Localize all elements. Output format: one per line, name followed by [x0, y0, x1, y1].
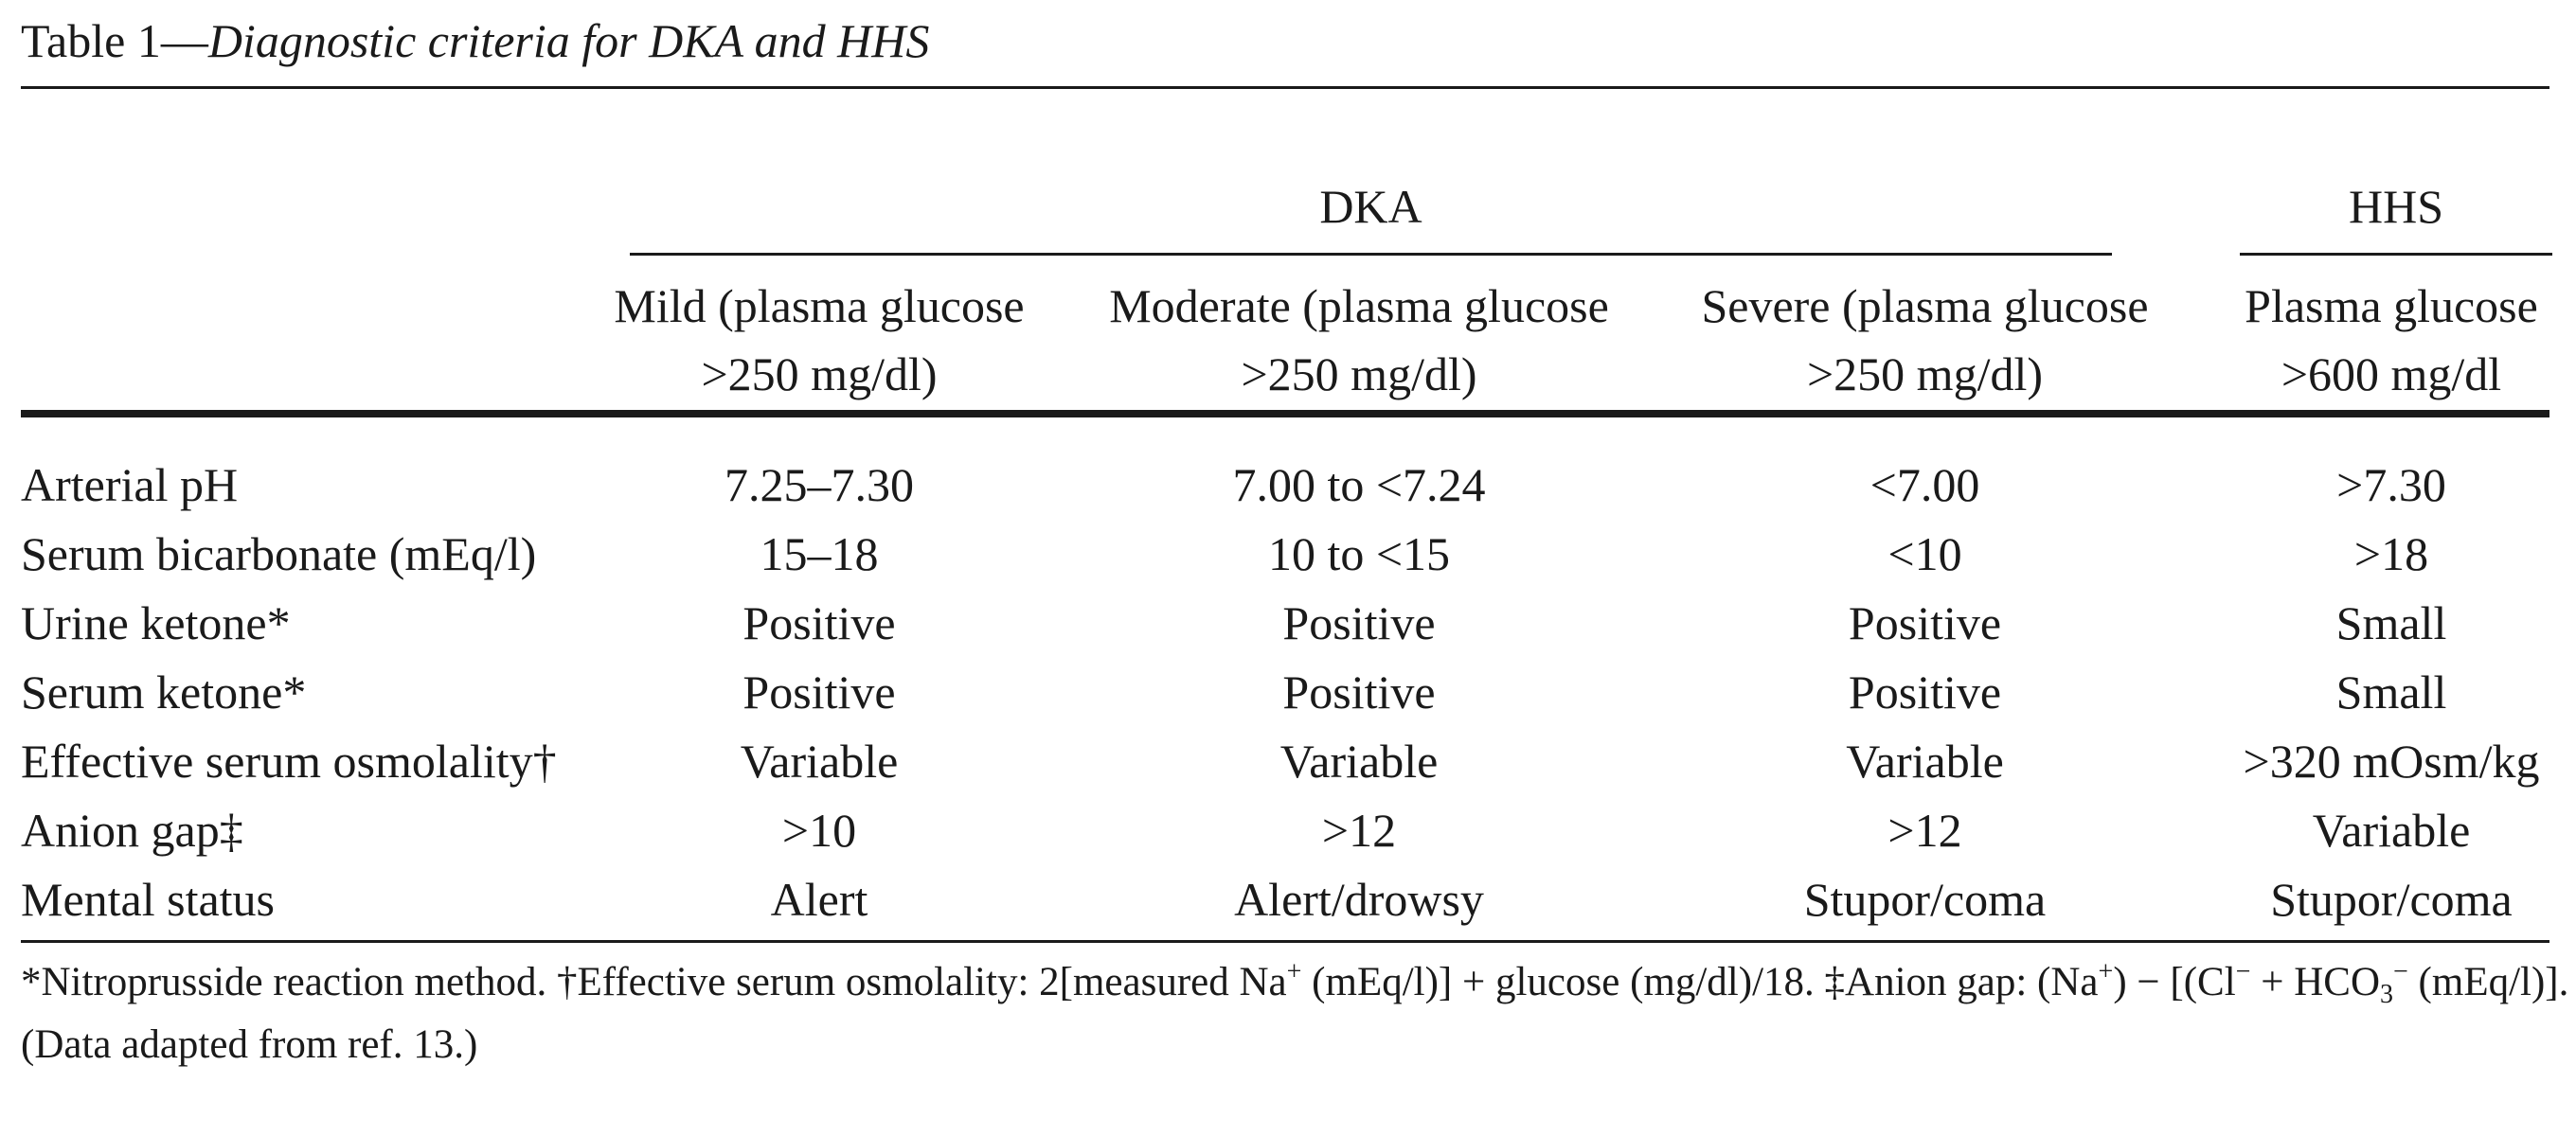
- footnote-subscript: 3: [2380, 980, 2393, 1009]
- table-caption: Table 1—Diagnostic criteria for DKA and …: [21, 8, 929, 74]
- cell-mental-status-moderate: Alert/drowsy: [1234, 873, 1484, 926]
- cell-serum-bicarbonate-hhs: >18: [2353, 527, 2429, 580]
- column-header-hhs-line1: Plasma glucose: [2245, 279, 2538, 332]
- group-header-dka: DKA: [1319, 180, 1422, 233]
- caption-title: Diagnostic criteria for DKA and HHS: [207, 14, 930, 67]
- column-header-moderate-line1: Moderate (plasma glucose: [1109, 279, 1609, 332]
- cell-urine-ketone-mild: Positive: [742, 596, 896, 649]
- cell-mental-status-severe: Stupor/coma: [1803, 873, 2047, 926]
- row-label-serum-ketone: Serum ketone*: [21, 666, 307, 719]
- cell-arterial-ph-severe: <7.00: [1869, 458, 1980, 511]
- cell-mental-status-mild: Alert: [770, 873, 868, 926]
- footnote-text-4: + HCO: [2250, 960, 2380, 1004]
- column-header-moderate-line2: >250 mg/dl): [1241, 347, 1477, 400]
- cell-urine-ketone-hhs: Small: [2335, 596, 2447, 649]
- row-label-anion-gap: Anion gap‡: [21, 804, 243, 857]
- column-header-severe-line1: Severe (plasma glucose: [1701, 279, 2149, 332]
- footnote-superscript: −: [2393, 957, 2408, 986]
- footnote-superscript: +: [2098, 957, 2114, 986]
- cell-anion-gap-mild: >10: [781, 804, 857, 857]
- cell-serum-bicarbonate-moderate: 10 to <15: [1267, 527, 1451, 580]
- dka-group-rule: [630, 253, 2112, 256]
- row-label-effective-serum-osmolality: Effective serum osmolality†: [21, 735, 557, 788]
- footnote-text-2: (mEq/l)] + glucose (mg/dl)/18. ‡Anion ga…: [1301, 960, 2099, 1004]
- cell-anion-gap-hhs: Variable: [2312, 804, 2471, 857]
- footnote-line-1: *Nitroprusside reaction method. †Effecti…: [21, 951, 2568, 1014]
- cell-serum-ketone-mild: Positive: [742, 666, 896, 719]
- cell-anion-gap-moderate: >12: [1321, 804, 1397, 857]
- column-header-mild: Mild (plasma glucose >250 mg/dl): [568, 272, 1070, 408]
- cell-osmolality-mild: Variable: [740, 735, 899, 788]
- footnote-text-5: (mEq/l)].: [2407, 960, 2569, 1004]
- footnote-superscript: −: [2235, 957, 2251, 986]
- group-header-hhs: HHS: [2348, 180, 2444, 233]
- table-footnote: *Nitroprusside reaction method. †Effecti…: [21, 951, 2568, 1076]
- hhs-group-rule: [2240, 253, 2552, 256]
- cell-arterial-ph-hhs: >7.30: [2336, 458, 2446, 511]
- column-header-hhs: Plasma glucose >600 mg/dl: [2207, 272, 2576, 408]
- cell-serum-bicarbonate-severe: <10: [1887, 527, 1962, 580]
- cell-serum-ketone-moderate: Positive: [1282, 666, 1436, 719]
- cell-anion-gap-severe: >12: [1887, 804, 1962, 857]
- footnote-line-2: (Data adapted from ref. 13.): [21, 1022, 478, 1067]
- cell-urine-ketone-moderate: Positive: [1282, 596, 1436, 649]
- column-header-hhs-line2: >600 mg/dl: [2281, 347, 2502, 400]
- bottom-rule: [21, 940, 2549, 943]
- cell-arterial-ph-moderate: 7.00 to <7.24: [1232, 458, 1486, 511]
- row-label-serum-bicarbonate: Serum bicarbonate (mEq/l): [21, 527, 537, 580]
- column-header-mild-line1: Mild (plasma glucose: [614, 279, 1025, 332]
- cell-serum-ketone-severe: Positive: [1848, 666, 2002, 719]
- footnote-text-1: *Nitroprusside reaction method. †Effecti…: [21, 960, 1287, 1004]
- column-header-severe: Severe (plasma glucose >250 mg/dl): [1681, 272, 2169, 408]
- cell-serum-bicarbonate-mild: 15–18: [760, 527, 879, 580]
- caption-prefix: Table 1—: [21, 14, 208, 67]
- footnote-superscript: +: [1286, 957, 1302, 986]
- column-header-mild-line2: >250 mg/dl): [701, 347, 938, 400]
- cell-serum-ketone-hhs: Small: [2335, 666, 2447, 719]
- cell-arterial-ph-mild: 7.25–7.30: [724, 458, 914, 511]
- cell-osmolality-severe: Variable: [1846, 735, 2004, 788]
- row-label-mental-status: Mental status: [21, 873, 276, 926]
- cell-urine-ketone-severe: Positive: [1848, 596, 2002, 649]
- top-rule: [21, 86, 2549, 89]
- column-header-severe-line2: >250 mg/dl): [1806, 347, 2044, 400]
- cell-osmolality-hhs: >320 mOsm/kg: [2243, 735, 2540, 788]
- row-label-urine-ketone: Urine ketone*: [21, 596, 291, 649]
- footnote-text-3: ) − [(Cl: [2113, 960, 2236, 1004]
- row-label-arterial-ph: Arterial pH: [21, 458, 239, 511]
- cell-mental-status-hhs: Stupor/coma: [2270, 873, 2513, 926]
- column-header-moderate: Moderate (plasma glucose >250 mg/dl): [1080, 272, 1638, 408]
- header-rule: [21, 410, 2549, 417]
- cell-osmolality-moderate: Variable: [1279, 735, 1439, 788]
